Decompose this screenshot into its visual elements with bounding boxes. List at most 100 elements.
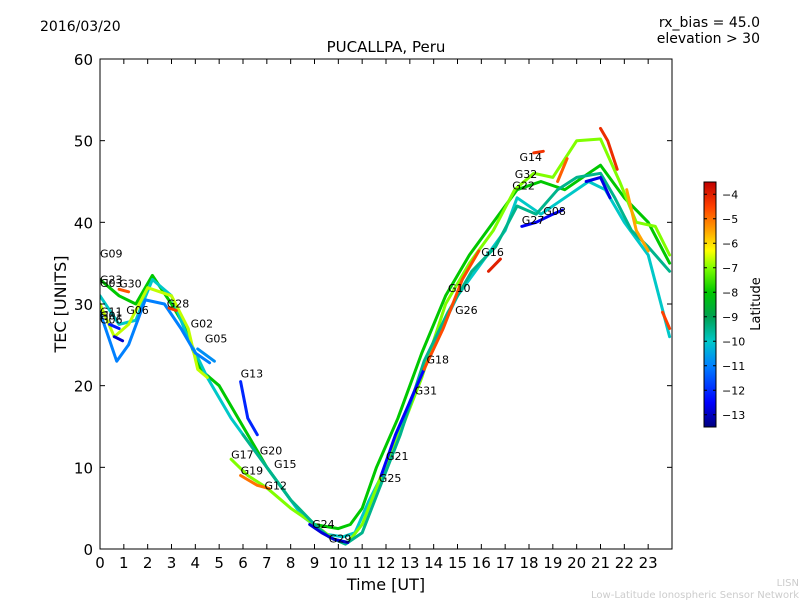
satellite-label-g22-29: G22	[512, 180, 535, 193]
x-tick-label-11: 11	[353, 554, 372, 572]
tec-trace-24	[196, 347, 216, 363]
x-tick-label-18: 18	[519, 554, 538, 572]
tec-trace-12	[599, 126, 619, 171]
tec-trace-2	[100, 180, 672, 539]
y-tick-label-50: 50	[74, 133, 93, 151]
tec-trace-10	[532, 149, 545, 155]
satellite-label-g17-13: G17	[231, 448, 254, 461]
tec-trace-9	[379, 367, 426, 477]
x-tick-label-21: 21	[591, 554, 610, 572]
x-tick-label-9: 9	[310, 554, 320, 572]
x-tick-label-5: 5	[214, 554, 224, 572]
satellite-label-g06-8: G06	[126, 304, 149, 317]
tec-trace-13	[625, 188, 650, 253]
satellite-label-g28-9: G28	[167, 297, 190, 310]
colorbar-ticks: −4 −5 −6 −7 −8 −9 −10 −11 −12 −13	[704, 188, 745, 422]
tec-trace-23	[108, 322, 121, 330]
x-tick-label-8: 8	[286, 554, 296, 572]
satellite-label-g12-17: G12	[265, 479, 288, 492]
satellite-label-g31-22: G31	[415, 385, 438, 398]
colorbar-tick-label-8: −8	[722, 286, 738, 299]
chart-title: PUCALLPA, Peru	[327, 38, 446, 56]
tec-trace-16	[117, 287, 131, 294]
x-tick-label-0: 0	[95, 554, 105, 572]
x-tick-label-14: 14	[424, 554, 443, 572]
tec-trace-17	[167, 306, 178, 312]
x-tick-label-23: 23	[639, 554, 658, 572]
y-tick-label-10: 10	[74, 459, 93, 477]
axes: 0 1 2 3 4 5 6 7 8 9 10 11 12 13 14 15 16 17 18 19 20 21 22 2301…	[74, 51, 672, 572]
satellite-label-g13-12: G13	[241, 368, 264, 381]
satellite-label-g10-25: G10	[448, 282, 471, 295]
y-tick-label-30: 30	[74, 296, 93, 314]
x-tick-label-4: 4	[191, 554, 201, 572]
colorbar-label: Latitude	[749, 277, 764, 331]
satellite-label-g11-5: G11	[100, 305, 123, 318]
x-tick-label-12: 12	[376, 554, 395, 572]
tec-trace-3	[100, 286, 209, 379]
tec-trace-8	[308, 523, 350, 544]
tec-trace-11	[556, 157, 569, 183]
x-tick-label-19: 19	[543, 554, 562, 572]
x-tick-label-10: 10	[329, 554, 348, 572]
satellite-label-g03-3: G03	[100, 277, 123, 290]
chart-date: 2016/03/20	[40, 19, 121, 35]
colorbar-tick-label-12: −12	[722, 384, 745, 397]
tec-trace-19	[239, 474, 271, 491]
satellite-label-g01-6: G01	[100, 310, 123, 323]
colorbar-tick-label-11: −11	[722, 360, 745, 373]
tec-trace-22	[112, 335, 125, 343]
x-tick-label-6: 6	[238, 554, 248, 572]
satellite-label-g26-24: G26	[455, 304, 478, 317]
x-tick-label-7: 7	[262, 554, 272, 572]
colorbar-tick-label-9: −9	[722, 311, 738, 324]
satellite-label-g20-14: G20	[260, 444, 283, 457]
satellite-label-g14-31: G14	[520, 151, 543, 164]
x-tick-label-3: 3	[167, 554, 177, 572]
y-tick-label-60: 60	[74, 51, 93, 69]
satellite-label-g02-10: G02	[191, 318, 214, 331]
satellite-label-g24-18: G24	[312, 518, 335, 531]
y-tick-label-20: 20	[74, 378, 93, 396]
satellite-label-g23-2: G23	[100, 274, 123, 287]
credit-lisn: LISN	[777, 578, 799, 589]
x-tick-label-15: 15	[448, 554, 467, 572]
x-axis-label: Time [UT]	[346, 575, 425, 594]
satellite-label-g06-7: G06	[100, 314, 123, 327]
colorbar-tick-label-13: −13	[722, 409, 745, 422]
colorbar-tick-label-10: −10	[722, 335, 745, 348]
colorbar-tick-label-7: −7	[722, 262, 738, 275]
x-tick-label-13: 13	[400, 554, 419, 572]
satellite-label-g15-15: G15	[274, 458, 297, 471]
x-tick-label-16: 16	[472, 554, 491, 572]
satellite-label-g05-11: G05	[205, 332, 228, 345]
satellite-label-g19-16: G19	[241, 465, 264, 478]
satellite-label-g18-23: G18	[427, 354, 450, 367]
colorbar-tick-label-4: −4	[722, 188, 738, 201]
satellite-label-g21-20: G21	[386, 450, 409, 463]
x-tick-label-17: 17	[496, 554, 515, 572]
tec-trace-18	[422, 249, 481, 371]
rx-bias-annotation: rx_bias = 45.0	[659, 15, 760, 31]
x-tick-label-22: 22	[615, 554, 634, 572]
y-axis-label: TEC [UNITS]	[51, 256, 70, 354]
satellite-label-g09-1: G09	[100, 247, 123, 260]
satellite-label-g30-4: G30	[119, 278, 142, 291]
tec-trace-4	[100, 298, 212, 365]
y-tick-label-0: 0	[83, 541, 93, 559]
tec-trace-20	[520, 208, 564, 228]
x-tick-label-1: 1	[119, 554, 129, 572]
satellite-label-g32-30: G32	[515, 168, 538, 181]
elevation-annotation: elevation > 30	[657, 31, 760, 47]
tec-trace-5	[229, 137, 672, 544]
satellite-label-g16-26: G16	[481, 246, 504, 259]
y-tick-label-40: 40	[74, 214, 93, 232]
satellite-label-g25-21: G25	[379, 472, 402, 485]
x-tick-label-20: 20	[567, 554, 586, 572]
x-tick-label-2: 2	[143, 554, 153, 572]
colorbar-tick-label-5: −5	[722, 213, 738, 226]
satellite-label-g29-19: G29	[329, 533, 352, 546]
